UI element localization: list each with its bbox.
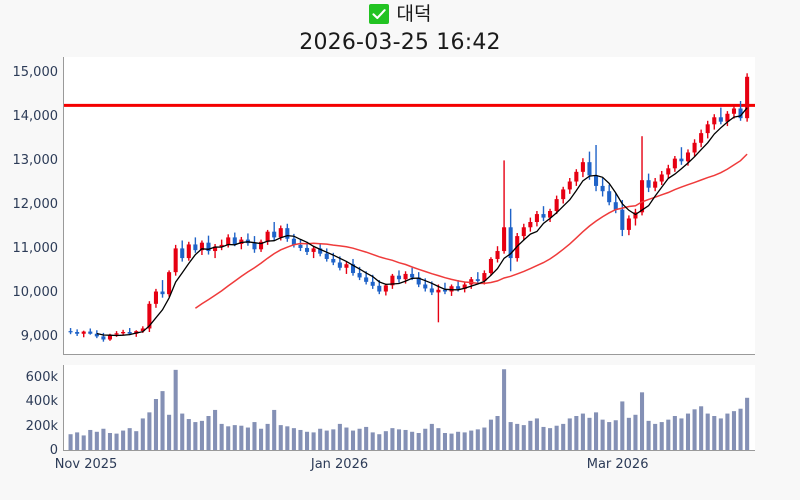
- price-y-tick: 10,000: [12, 285, 59, 301]
- volume-y-tick: 400k: [25, 394, 58, 410]
- volume-y-tick: 0: [49, 443, 58, 458]
- x-axis-tick: Nov 2025: [54, 457, 118, 472]
- volume-y-axis: 0 200k 400k 600k: [0, 365, 58, 457]
- price-y-tick: 13,000: [12, 153, 59, 169]
- volume-chart-panel[interactable]: [63, 365, 755, 451]
- volume-y-tick: 600k: [25, 370, 58, 386]
- volume-y-tick: 200k: [25, 418, 58, 434]
- title-row: 대덕: [0, 0, 800, 28]
- x-axis: Nov 2025 Jan 2026 Mar 2026: [0, 458, 800, 478]
- page-title: 대덕: [396, 3, 432, 25]
- price-y-tick: 9,000: [20, 329, 58, 345]
- price-y-tick: 14,000: [12, 109, 59, 125]
- price-y-tick: 11,000: [12, 241, 59, 257]
- volume-chart-svg: [68, 369, 750, 450]
- price-y-tick: 12,000: [12, 197, 59, 213]
- price-y-tick: 15,000: [12, 65, 59, 81]
- timestamp-label: 2026-03-25 16:42: [299, 30, 501, 55]
- x-axis-tick: Mar 2026: [586, 457, 649, 472]
- x-axis-tick: Jan 2026: [310, 457, 369, 472]
- green-check-icon: [368, 4, 389, 24]
- price-chart-panel[interactable]: [63, 57, 755, 355]
- price-y-axis: 9,000 10,000 11,000 12,000 13,000 14,000 15,00…: [0, 57, 59, 355]
- chart-header: 대덕 2026-03-25 16:42: [0, 0, 800, 56]
- price-chart-svg: [64, 73, 755, 342]
